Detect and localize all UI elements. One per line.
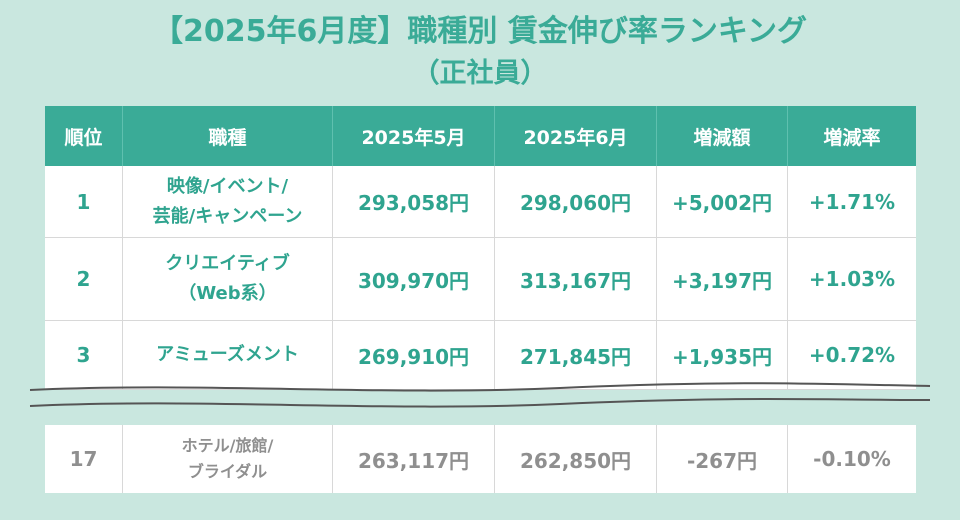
may-wage-cell: 263,117円 <box>333 425 495 493</box>
rank-cell: 17 <box>45 425 123 493</box>
page-title: 【2025年6月度】職種別 賃金伸び率ランキング <box>153 14 807 49</box>
page-subtitle: （正社員） <box>412 58 548 89</box>
rank-cell: 1 <box>45 166 123 237</box>
table-row: 2 クリエイティブ （Web系） 309,970円 313,167円 +3,19… <box>45 238 916 321</box>
change-rate-cell: +1.71% <box>808 189 896 214</box>
may-wage-cell: 269,910円 <box>333 321 495 389</box>
june-wage-cell: 313,167円 <box>495 238 657 320</box>
rank-cell: 3 <box>45 321 123 389</box>
job-cell: ホテル/旅館/ ブライダル <box>123 425 333 493</box>
table-row: 3 アミューズメント 269,910円 271,845円 +1,935円 +0.… <box>45 321 916 390</box>
change-rate-cell: -0.10% <box>813 447 891 471</box>
job-line: クリエイティブ <box>165 253 290 274</box>
may-wage-cell: 309,970円 <box>333 238 495 320</box>
header-change: 増減額 <box>657 106 788 166</box>
change-amount-cell: +3,197円 <box>657 238 788 320</box>
rank-cell: 2 <box>45 238 123 320</box>
header-rate: 増減率 <box>788 106 916 166</box>
job-cell: アミューズメント <box>123 321 333 389</box>
job-line: アミューズメント <box>156 344 299 365</box>
change-rate-cell: +0.72% <box>808 343 896 367</box>
job-line: ホテル/旅館/ <box>181 436 274 455</box>
job-cell: 映像/イベント/ 芸能/キャンペーン <box>123 166 333 237</box>
job-line: 芸能/キャンペーン <box>152 205 303 227</box>
table-row: 17 ホテル/旅館/ ブライダル 263,117円 262,850円 -267円… <box>45 425 916 493</box>
table-break-squiggle <box>29 382 931 408</box>
june-wage-cell: 262,850円 <box>495 425 657 493</box>
table-break-gap <box>45 390 916 425</box>
header-may: 2025年5月 <box>333 106 495 166</box>
job-cell: クリエイティブ （Web系） <box>123 238 333 320</box>
change-amount-cell: +5,002円 <box>657 166 788 237</box>
change-amount-cell: +1,935円 <box>657 321 788 389</box>
change-amount-cell: -267円 <box>657 425 788 493</box>
table-row: 1 映像/イベント/ 芸能/キャンペーン 293,058円 298,060円 +… <box>45 166 916 238</box>
may-wage-cell: 293,058円 <box>333 166 495 237</box>
header-job: 職種 <box>123 106 333 166</box>
june-wage-cell: 271,845円 <box>495 321 657 389</box>
table-header-row: 順位 職種 2025年5月 2025年6月 増減額 増減率 <box>45 106 916 166</box>
job-line: （Web系） <box>178 283 277 304</box>
change-rate-cell: +1.03% <box>808 267 896 291</box>
header-rank: 順位 <box>45 106 123 166</box>
june-wage-cell: 298,060円 <box>495 166 657 237</box>
ranking-table: 順位 職種 2025年5月 2025年6月 増減額 増減率 1 映像/イベント/… <box>45 106 916 493</box>
header-june: 2025年6月 <box>495 106 657 166</box>
job-line: ブライダル <box>187 462 268 481</box>
job-line: 映像/イベント/ <box>166 175 289 197</box>
